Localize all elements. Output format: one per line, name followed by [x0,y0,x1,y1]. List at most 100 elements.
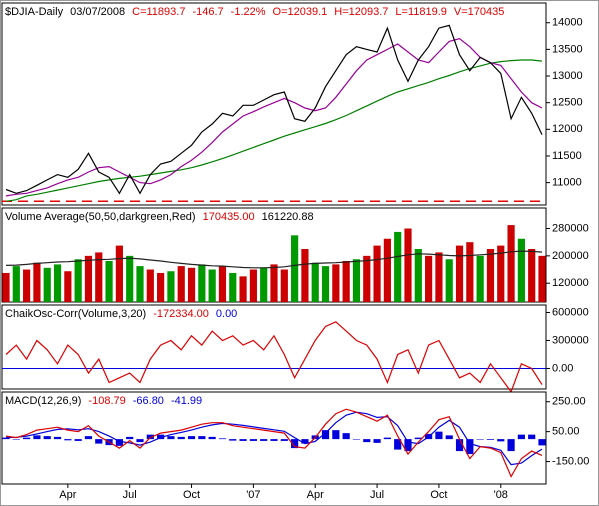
bar [167,271,175,302]
y-tick-label: 300000 [552,334,589,346]
panel-frame [1,391,547,485]
bar [497,245,505,302]
panel-header: Volume Average(50,50,darkgreen,Red) [5,211,196,223]
panel-header: MACD(12,26,9) [5,395,81,407]
bar [414,249,422,302]
bar [486,439,495,440]
x-tick-label: Oct [430,489,447,501]
bar [260,439,268,441]
panel-header: -1.22% [231,6,266,18]
series-line [5,408,543,478]
bar [177,436,185,440]
bar [23,269,31,302]
panel-header: 03/07/2008 [70,6,125,18]
panel-header: 161220.88 [262,211,314,223]
panel-header: ChaikOsc-Corr(Volume,3,20) [5,308,146,320]
bar [342,260,350,302]
bar [414,437,422,440]
bar [445,259,453,302]
bar [95,252,103,302]
x-tick-label: Apr [59,489,76,501]
bar [146,269,154,302]
bar [249,269,257,302]
bar [394,439,402,450]
x-tick-label: Jul [370,489,384,501]
bar [74,259,82,302]
bar [363,255,371,302]
bar [476,439,484,440]
bar [507,225,515,302]
bar [74,439,82,441]
bar [445,435,453,440]
bar [383,238,391,302]
y-tick-label: 50.00 [552,426,580,438]
bar [53,264,62,302]
bar [435,252,443,302]
bar [476,255,484,302]
bar [12,266,20,302]
bar [280,439,288,441]
bar [291,235,299,302]
y-tick-label: 11500 [552,150,582,162]
bar [53,436,62,440]
bar [115,439,123,446]
bar [404,228,412,302]
y-tick-label: 600000 [552,306,589,318]
bar [84,436,93,440]
bar [33,435,41,440]
bar [208,269,216,302]
bar [373,245,381,302]
y-tick-label: -150.00 [552,455,589,467]
bar [425,255,433,302]
bar [2,437,10,440]
series-line [5,250,543,269]
bar [260,267,268,302]
y-tick-label: 0.00 [552,362,573,374]
y-tick-label: 14000 [552,17,583,29]
bar [270,264,278,302]
panel-header: -146.7 [192,6,223,18]
panel-header: O=12039.1 [273,6,328,18]
bar [84,255,93,302]
bar [229,439,237,441]
y-tick-label: 280000 [552,222,589,234]
bar [332,430,340,440]
y-tick-label: 250.00 [552,396,586,408]
bar [455,245,464,302]
y-tick-label: 13500 [552,43,583,55]
series-line [5,411,543,466]
bar [157,434,165,440]
bar [301,249,309,302]
panel-header: -66.80 [133,395,164,407]
x-tick-label: '08 [494,489,508,501]
panel-frame [1,2,547,206]
bar [198,436,206,440]
bar [126,436,134,440]
panel-frame [1,304,547,390]
panel-header: H=12093.7 [334,6,388,18]
y-tick-label: 11000 [552,177,582,189]
panel-header: $DJIA-Daily [5,6,64,18]
panel-header: V=170435 [454,6,504,18]
bar [43,436,51,440]
bar [394,231,402,302]
bar [435,431,443,440]
bar [229,272,237,302]
x-tick-label: Oct [183,489,200,501]
bar [126,255,134,302]
bar [497,439,505,442]
bar [64,439,72,441]
panel-header: L=11819.9 [395,6,447,18]
bar [332,264,340,302]
bar [486,249,495,302]
panel-header: 170435.00 [203,211,255,223]
bar [239,439,247,441]
x-tick-label: Jul [123,489,137,501]
bar [455,439,464,452]
panel-header: -172334.00 [153,308,209,320]
bar [280,269,288,302]
bar [507,439,515,452]
bar [291,439,299,449]
bar [198,264,206,302]
